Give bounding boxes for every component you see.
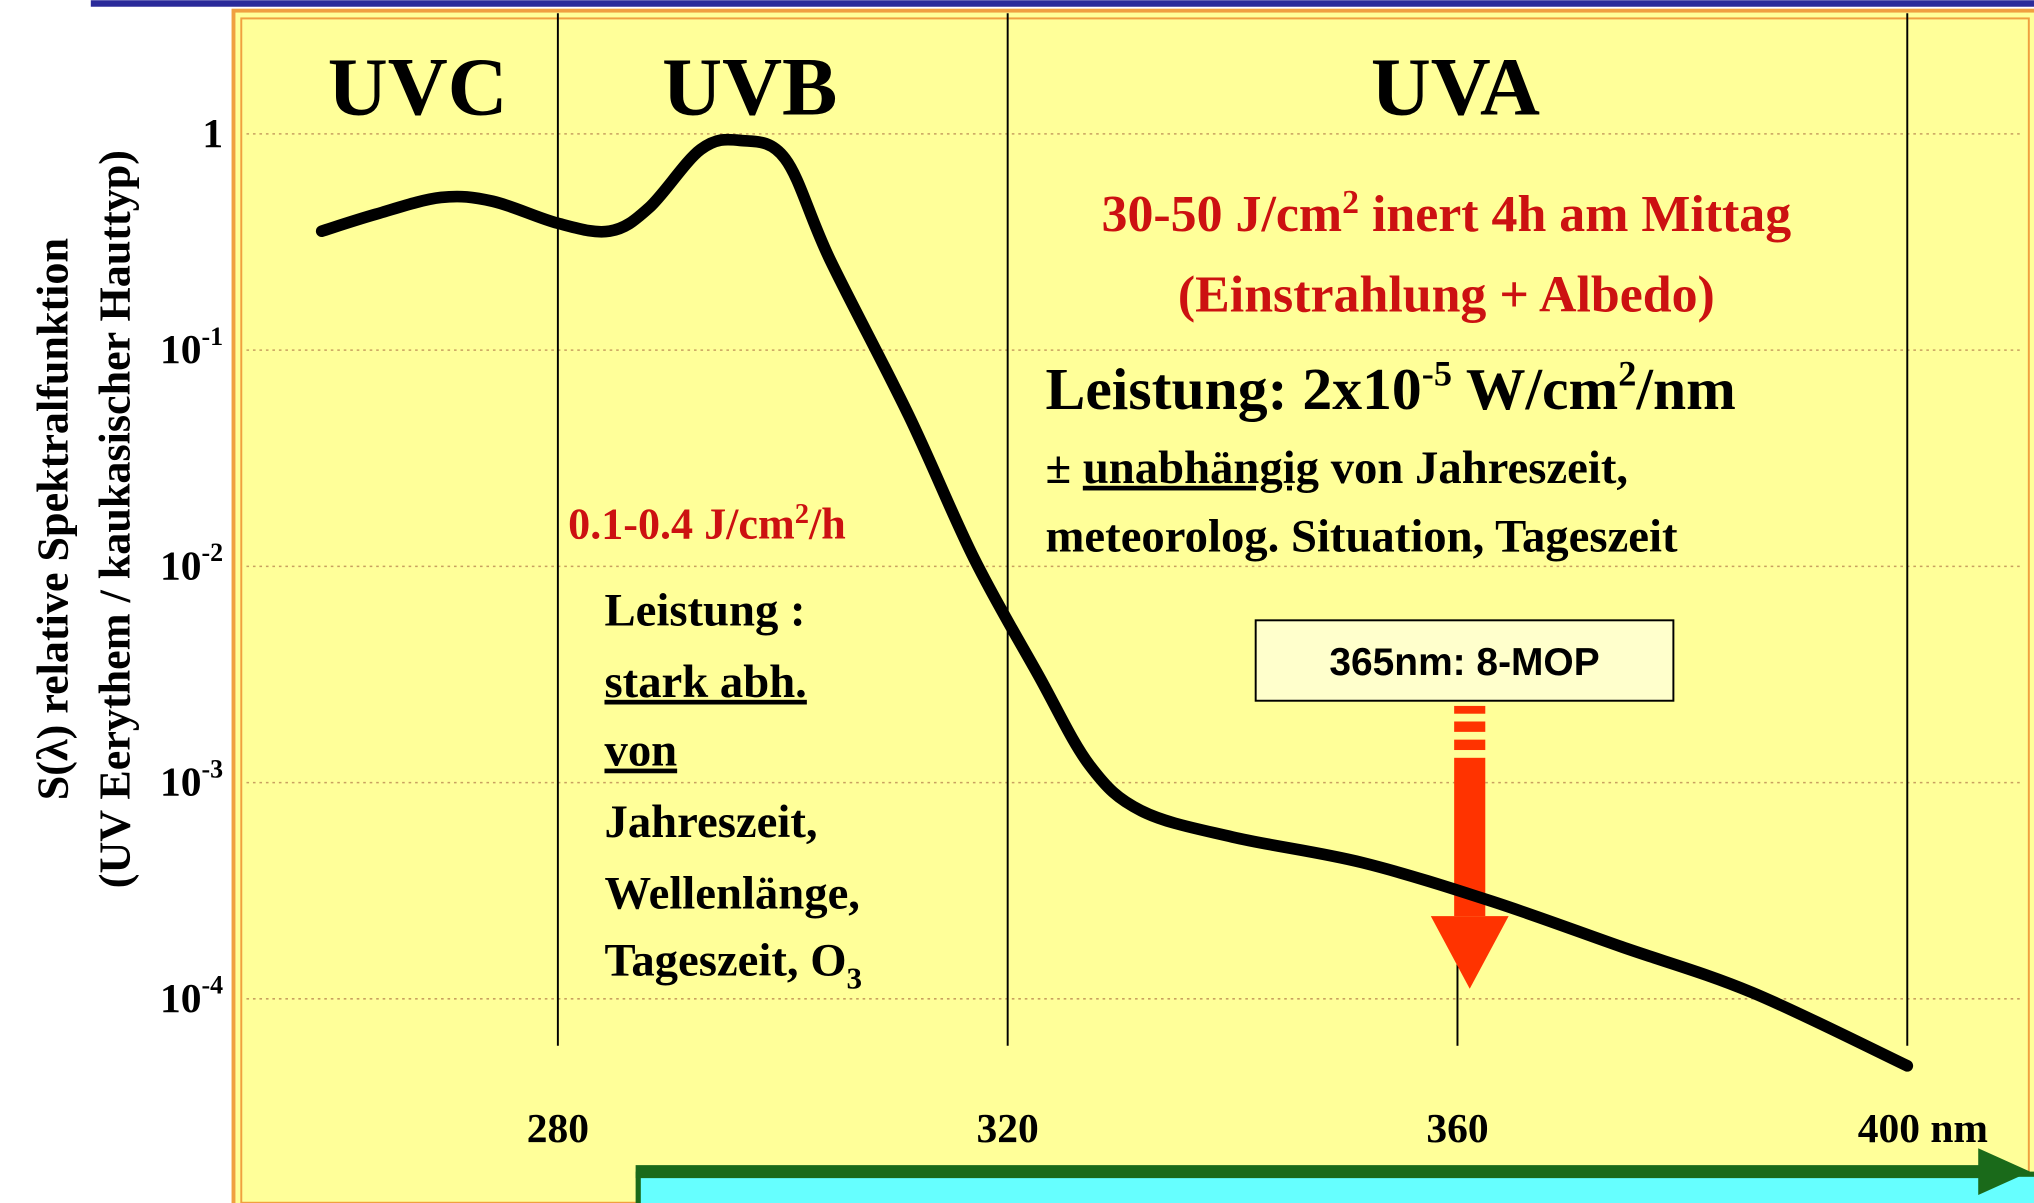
sup: -5 xyxy=(1422,354,1452,394)
text: ± xyxy=(1046,442,1083,494)
text: 0.1-0.4 J/cm xyxy=(568,500,795,549)
tick-sup: -2 xyxy=(202,538,224,567)
text: Tageszeit, O xyxy=(604,935,846,987)
text: unabhängig xyxy=(1083,442,1319,494)
tick-base: 10 xyxy=(160,542,201,588)
curve xyxy=(315,133,1914,1072)
uvb-power: Leistung : xyxy=(604,584,805,636)
x-tick-label: 400 nm xyxy=(1858,1105,1988,1151)
x-tick-label: 360 xyxy=(1426,1105,1488,1151)
marker-label: 365nm: 8-MOP xyxy=(1329,641,1599,684)
tick-sup: -4 xyxy=(202,971,224,1000)
arrow-head xyxy=(1430,916,1509,989)
y-axis-title: S(λ) relative Spektralfunktion (UV Eeryt… xyxy=(28,150,139,888)
uva-power: ± unabhängig von Jahreszeit, xyxy=(1046,442,1629,494)
grid xyxy=(246,13,2024,1046)
arrow-dash xyxy=(1454,739,1486,751)
tick-sup: -1 xyxy=(202,322,224,351)
y-tick-label: 1 xyxy=(202,110,223,156)
arrow-dash xyxy=(1454,721,1486,732)
y-tick-label: 10-3 xyxy=(160,754,223,804)
uvb-power: Wellenlänge, xyxy=(604,867,859,919)
uvb-power: Jahreszeit, xyxy=(604,796,817,848)
uva-dose: (Einstrahlung + Albedo) xyxy=(1178,267,1715,324)
top-bar xyxy=(90,0,2034,7)
region-label: UVC xyxy=(328,40,508,132)
text: W/cm xyxy=(1452,356,1618,422)
text: 30-50 J/cm xyxy=(1102,186,1343,243)
text: von Jahreszeit, xyxy=(1319,442,1628,494)
text: /nm xyxy=(1635,356,1735,422)
arrow-dash xyxy=(1454,705,1486,714)
tick-base: 10 xyxy=(160,759,201,805)
text: inert 4h am Mittag xyxy=(1359,186,1791,243)
x-tick-label: 280 xyxy=(527,1105,589,1151)
tick-base: 10 xyxy=(160,326,201,372)
y-tick-label: 10-4 xyxy=(160,971,223,1021)
y-title-line: S(λ) relative Spektralfunktion xyxy=(28,238,77,800)
green-arrowhead xyxy=(1978,1148,2031,1195)
tick-base: 10 xyxy=(160,975,201,1021)
marker-box xyxy=(1254,619,1675,702)
sup: 2 xyxy=(795,499,809,530)
uva-dose: 30-50 J/cm2 inert 4h am Mittag xyxy=(1102,184,1792,243)
region-label: UVA xyxy=(1371,40,1540,132)
region-label: UVB xyxy=(662,40,837,132)
sub: 3 xyxy=(847,961,863,996)
y-title-line: (UV Eerythem / kaukasischer Hauttyp) xyxy=(91,150,140,888)
y-tick-label: 10-1 xyxy=(160,322,223,372)
text: Leistung: 2x10 xyxy=(1046,356,1422,422)
uvb-power: stark abh. xyxy=(604,656,806,708)
uvb-dose: 0.1-0.4 J/cm2/h xyxy=(568,499,846,549)
uva-power: Leistung: 2x10-5 W/cm2/nm xyxy=(1046,354,1736,422)
sup: 2 xyxy=(1342,184,1359,221)
uva-power: meteorolog. Situation, Tageszeit xyxy=(1046,511,1678,563)
uvb-power: von xyxy=(604,725,677,777)
x-tick-label: 320 xyxy=(977,1105,1039,1151)
text: /h xyxy=(808,500,846,549)
uvb-power: Tageszeit, O3 xyxy=(604,935,862,996)
sup: 2 xyxy=(1618,354,1636,394)
y-tick-label: 10-2 xyxy=(160,538,223,588)
tick-sup: -3 xyxy=(202,754,224,783)
marks xyxy=(315,133,1914,1072)
cyan-box xyxy=(635,1171,2034,1203)
